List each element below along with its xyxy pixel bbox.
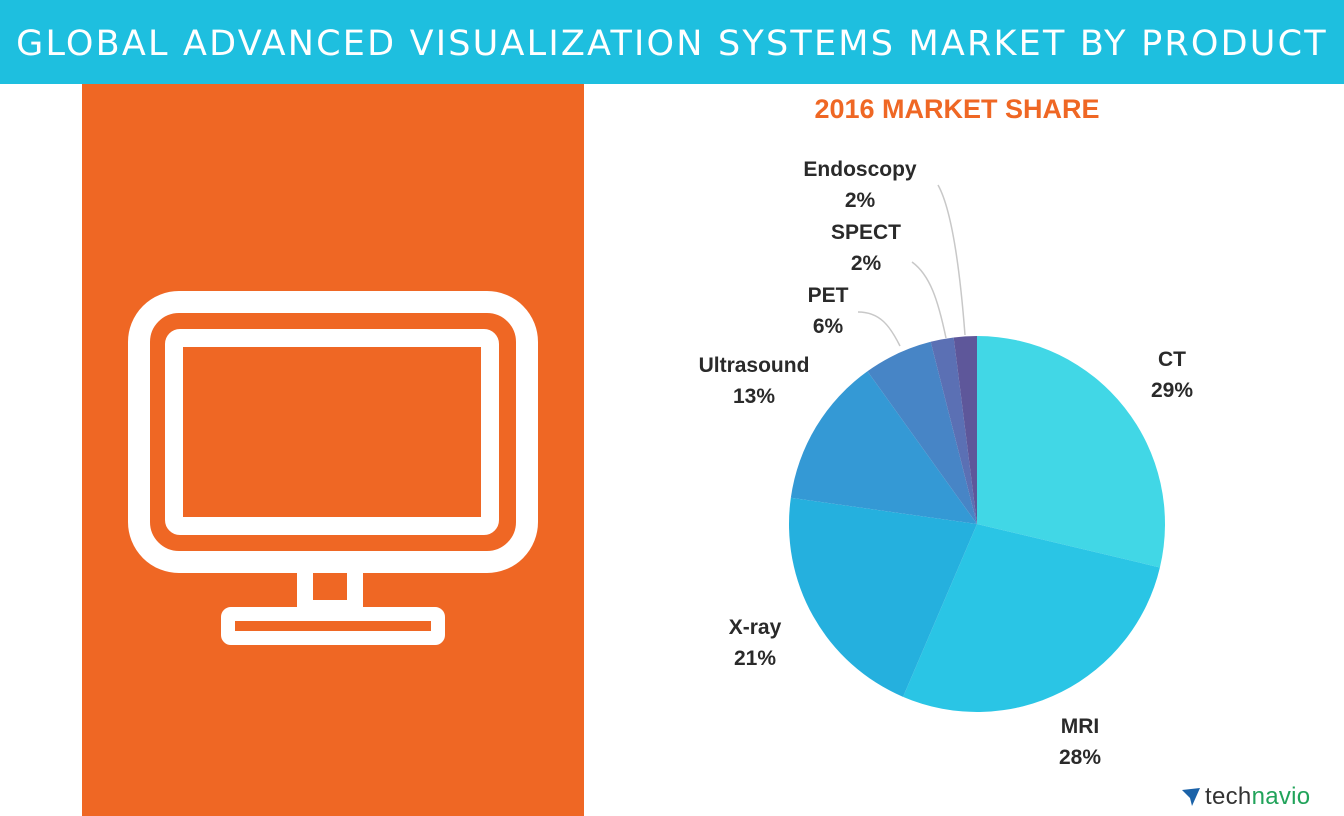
slice-label-ct: CT [1158, 348, 1186, 371]
slice-label-pet: PET [808, 284, 849, 307]
slice-label-spect: SPECT [831, 221, 901, 244]
brand-logo: technavio [1180, 782, 1310, 812]
leader-line-pet [857, 311, 901, 347]
slice-value-ct: 29% [1151, 379, 1193, 402]
pie-slice-x-ray [789, 497, 977, 697]
leader-line-endoscopy [937, 184, 966, 336]
pie-slice-mri [903, 524, 1160, 712]
slice-label-x-ray: X-ray [729, 616, 782, 639]
pie-slice-endoscopy [953, 336, 977, 524]
pie-slice-pet [867, 341, 977, 524]
pie-slice-ultrasound [790, 371, 977, 524]
pie-slice-ct [977, 336, 1165, 568]
brand-name-part1: tech [1205, 783, 1252, 810]
slice-label-mri: MRI [1061, 715, 1100, 738]
slice-label-endoscopy: Endoscopy [803, 158, 917, 181]
pie-slice-spect [930, 337, 977, 524]
page-title: GLOBAL ADVANCED VISUALIZATION SYSTEMS MA… [16, 24, 1328, 64]
slice-value-mri: 28% [1059, 746, 1101, 769]
leader-line-spect [911, 261, 947, 339]
slice-value-pet: 6% [813, 315, 844, 338]
header-banner [0, 0, 1344, 84]
slice-value-x-ray: 21% [734, 647, 776, 670]
technavio-arrow-icon [1182, 788, 1200, 806]
slice-value-ultrasound: 13% [733, 385, 775, 408]
brand-name-part2: navio [1251, 783, 1311, 810]
slice-label-ultrasound: Ultrasound [699, 354, 810, 377]
brand-name: technavio [1205, 783, 1310, 811]
slice-value-endoscopy: 2% [845, 189, 876, 212]
slice-value-spect: 2% [851, 252, 882, 275]
chart-title: 2016 MARKET SHARE [814, 94, 1100, 124]
